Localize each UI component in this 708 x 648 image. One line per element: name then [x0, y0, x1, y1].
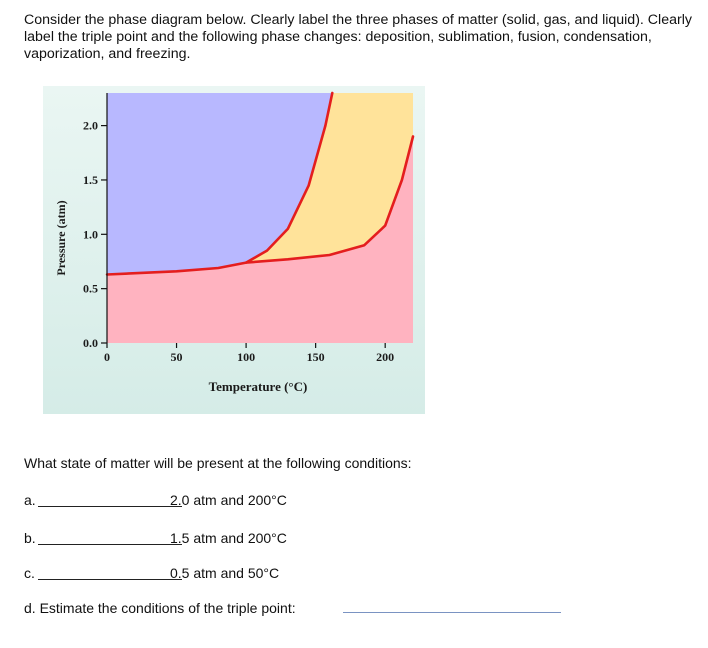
y-tick-label: 2.0 — [83, 119, 98, 133]
item-condition: 2.0 atm and 200°C — [170, 492, 287, 508]
x-axis-label: Temperature (°C) — [209, 379, 308, 394]
y-tick-label: 1.5 — [83, 173, 98, 187]
item-condition: 1.5 atm and 200°C — [170, 530, 287, 546]
y-tick-label: 0.5 — [83, 282, 98, 296]
item-label: b. — [24, 530, 36, 546]
solid-region — [107, 93, 333, 275]
answer-blank[interactable] — [38, 544, 182, 545]
x-tick-label: 0 — [104, 350, 110, 364]
solid-boundary-curve — [105, 91, 334, 276]
x-tick-label: 200 — [376, 350, 394, 364]
instructions-text: Consider the phase diagram below. Clearl… — [24, 12, 692, 62]
answer-blank[interactable] — [38, 506, 182, 507]
item-label: a. — [24, 492, 36, 508]
liquid-region — [246, 93, 413, 263]
question-text: What state of matter will be present at … — [24, 455, 412, 471]
x-tick-label: 150 — [307, 350, 325, 364]
item-label: c. — [24, 565, 35, 581]
x-tick-label: 50 — [171, 350, 183, 364]
answer-blank[interactable] — [38, 579, 182, 580]
y-tick-label: 1.0 — [83, 227, 98, 241]
phase-diagram: 0.0 0.5 1.0 1.5 2.0 0 50 100 150 200 Pressure (at… — [43, 86, 425, 414]
x-tick-label: 100 — [237, 350, 255, 364]
y-axis-label: Pressure (atm) — [54, 200, 68, 275]
triple-point-question: d. Estimate the conditions of the triple… — [24, 600, 296, 616]
y-tick-label: 0.0 — [83, 336, 98, 350]
item-condition: 0.5 atm and 50°C — [170, 565, 280, 581]
answer-blank[interactable] — [343, 612, 561, 613]
liquid-gas-boundary-curve — [244, 135, 415, 264]
